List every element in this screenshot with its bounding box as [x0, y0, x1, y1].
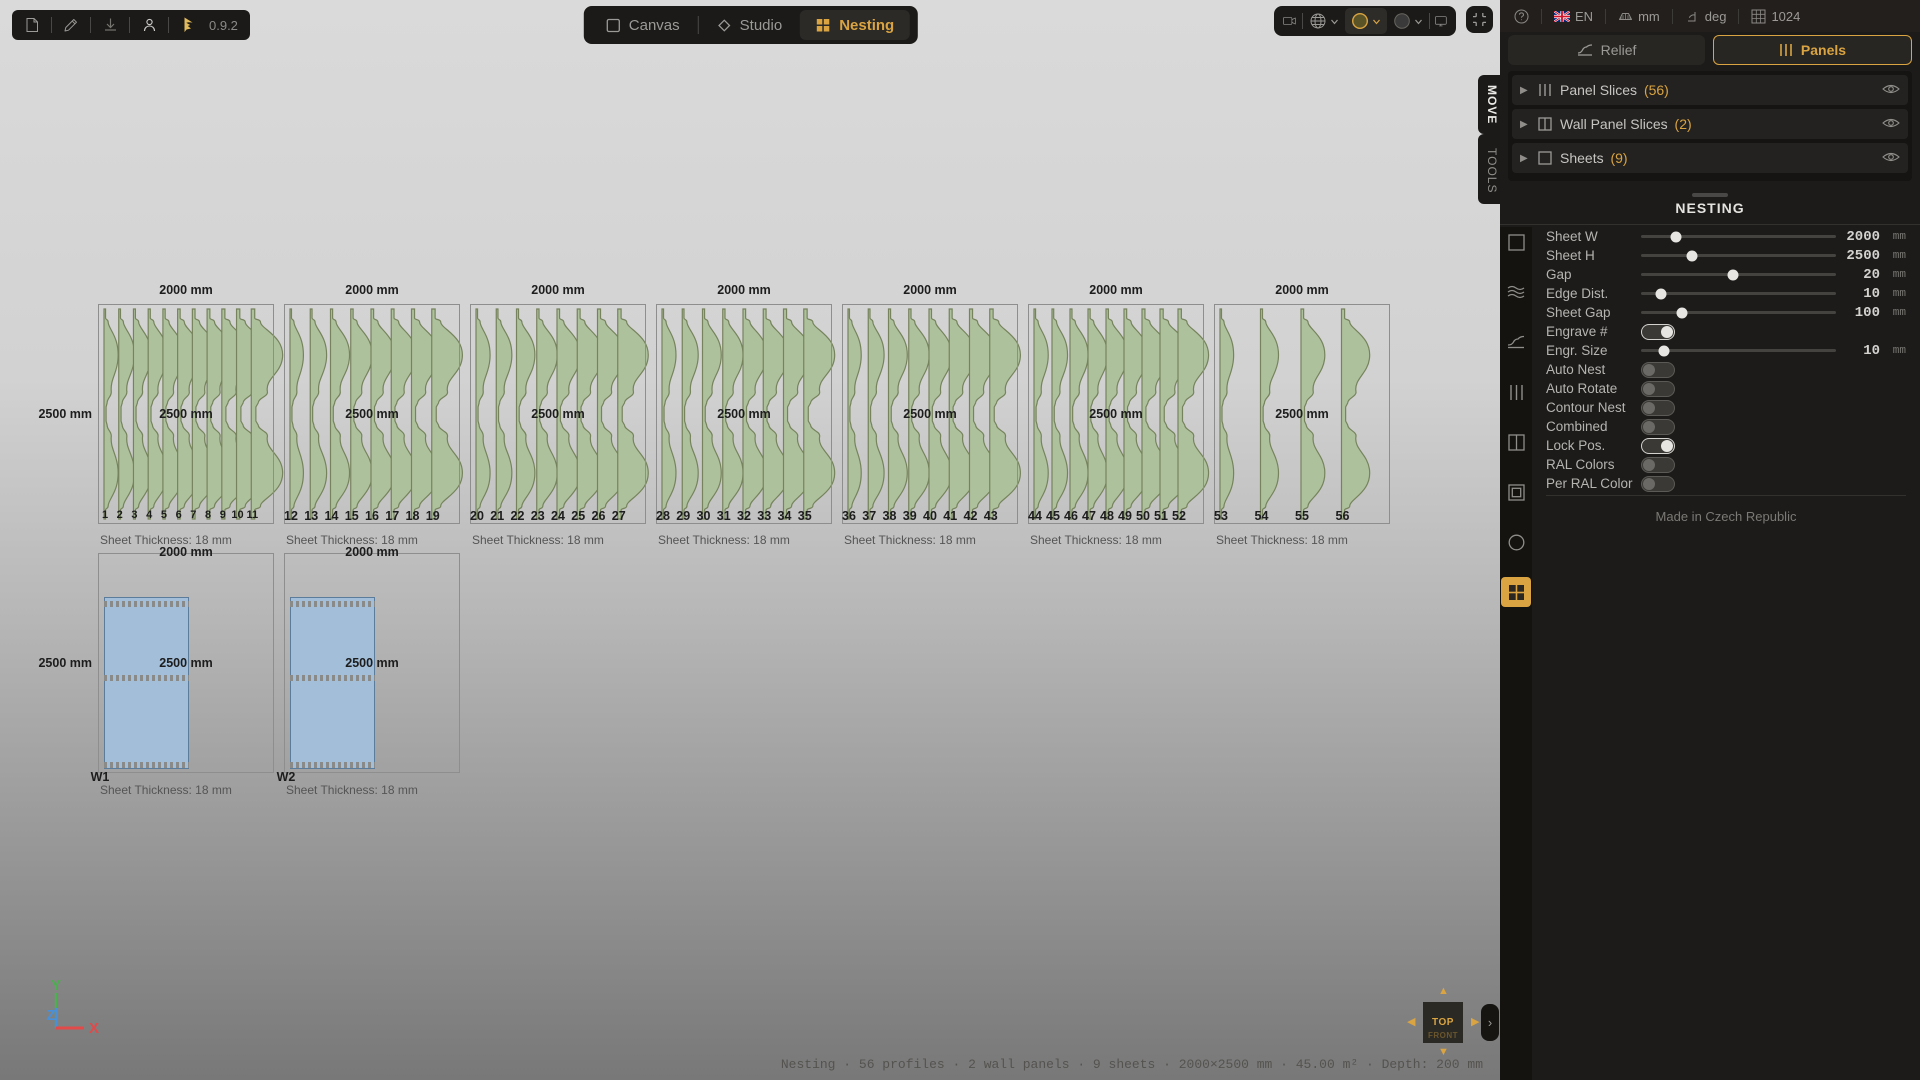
- svg-text:Y: Y: [51, 978, 61, 994]
- svg-text:X: X: [89, 1020, 99, 1037]
- svg-text:Z: Z: [46, 1007, 55, 1024]
